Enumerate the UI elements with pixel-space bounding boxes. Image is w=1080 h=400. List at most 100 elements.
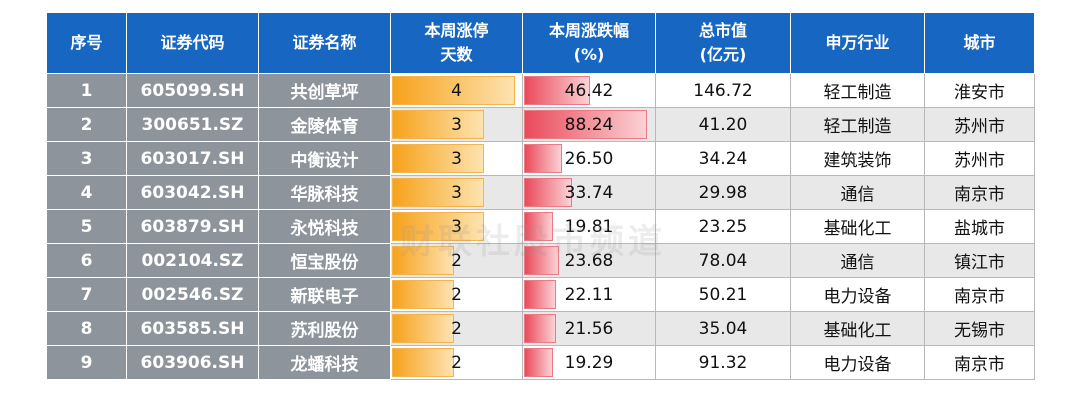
table-cell: 300651.SZ — [126, 107, 259, 142]
cell-text: 23.68 — [564, 250, 614, 271]
cell-text: 88.24 — [564, 114, 614, 135]
cell-text: 基础化工 — [823, 321, 892, 341]
table-cell: 南京市 — [924, 277, 1035, 312]
table-cell: 苏州市 — [924, 107, 1035, 142]
table-cell: 建筑装饰 — [790, 141, 925, 176]
cell-text: 7 — [80, 284, 93, 305]
data-bar — [524, 212, 554, 241]
watermark: 财联社股市频道 — [400, 222, 666, 262]
table-cell: 88.24 — [522, 107, 656, 142]
table-cell: 3 — [390, 209, 523, 244]
table-cell: 002546.SZ — [126, 277, 259, 312]
cell-text: 建筑装饰 — [823, 151, 892, 171]
cell-text: 3 — [451, 148, 462, 169]
table-row: 5 603879.SH 永悦科技 3 19.81 23.25 基础化工 盐城市 — [46, 209, 1035, 244]
cell-text: 2 — [80, 114, 93, 135]
data-bar — [524, 348, 553, 377]
table-cell: 78.04 — [655, 243, 791, 278]
table-row: 1 605099.SH 共创草坪 4 46.42 146.72 轻工制造 淮安市 — [46, 73, 1035, 108]
table-cell: 7 — [46, 277, 127, 312]
table-cell: 2 — [390, 243, 523, 278]
table-cell: 603017.SH — [126, 141, 259, 176]
table-cell: 轻工制造 — [790, 107, 925, 142]
table-cell: 34.24 — [655, 141, 791, 176]
data-bar — [524, 144, 563, 173]
table-cell: 新联电子 — [258, 277, 391, 312]
data-bar — [392, 314, 455, 343]
cell-text: 6 — [80, 250, 93, 271]
cell-text: 19.81 — [564, 216, 614, 237]
data-bar — [392, 144, 485, 173]
table-cell: 镇江市 — [924, 243, 1035, 278]
cell-text: 002104.SZ — [141, 250, 244, 271]
cell-text: 002546.SZ — [141, 284, 244, 305]
cell-text: 新联电子 — [290, 287, 359, 307]
table-cell: 基础化工 — [790, 311, 925, 346]
table-cell: 23.25 — [655, 209, 791, 244]
cell-text: 26.50 — [564, 148, 614, 169]
column-header: 证券代码 — [126, 12, 259, 74]
cell-text: 通信 — [840, 185, 875, 205]
table-row: 7 002546.SZ 新联电子 2 22.11 50.21 电力设备 南京市 — [46, 277, 1035, 312]
table-cell: 603042.SH — [126, 175, 259, 210]
cell-text: 轻工制造 — [823, 83, 892, 103]
table-cell: 2 — [390, 345, 523, 380]
data-bar — [392, 110, 485, 139]
table-cell: 南京市 — [924, 345, 1035, 380]
cell-text: 3 — [451, 216, 462, 237]
table-cell: 5 — [46, 209, 127, 244]
cell-text: 电力设备 — [823, 355, 892, 375]
table-cell: 基础化工 — [790, 209, 925, 244]
column-header: 城市 — [924, 12, 1035, 74]
table-cell: 603585.SH — [126, 311, 259, 346]
table-cell: 通信 — [790, 243, 925, 278]
cell-text: 23.25 — [698, 216, 748, 237]
table-cell: 33.74 — [522, 175, 656, 210]
cell-text: 8 — [80, 318, 93, 339]
cell-text: 苏州市 — [954, 151, 1005, 171]
table-cell: 21.56 — [522, 311, 656, 346]
column-header: 本周涨停 天数 — [390, 12, 523, 74]
cell-text: 金陵体育 — [290, 117, 359, 137]
table-cell: 3 — [390, 175, 523, 210]
cell-text: 南京市 — [954, 355, 1005, 375]
cell-text: 2 — [451, 284, 462, 305]
cell-text: 恒宝股份 — [290, 253, 359, 273]
data-bar — [524, 314, 556, 343]
cell-text: 603017.SH — [140, 148, 245, 169]
data-bar — [392, 178, 485, 207]
cell-text: 605099.SH — [140, 80, 245, 101]
cell-text: 29.98 — [698, 182, 748, 203]
table-cell: 恒宝股份 — [258, 243, 391, 278]
column-header: 序号 — [46, 12, 127, 74]
table-cell: 中衡设计 — [258, 141, 391, 176]
table-cell: 3 — [390, 141, 523, 176]
table-cell: 华脉科技 — [258, 175, 391, 210]
data-bar — [524, 76, 590, 105]
cell-text: 3 — [451, 114, 462, 135]
table-cell: 电力设备 — [790, 345, 925, 380]
table-cell: 146.72 — [655, 73, 791, 108]
table-cell: 无锡市 — [924, 311, 1035, 346]
cell-text: 南京市 — [954, 185, 1005, 205]
table-cell: 41.20 — [655, 107, 791, 142]
cell-text: 22.11 — [564, 284, 614, 305]
cell-text: 4 — [451, 80, 462, 101]
table-cell: 4 — [46, 175, 127, 210]
cell-text: 21.56 — [564, 318, 614, 339]
data-bar — [392, 280, 455, 309]
cell-text: 2 — [451, 250, 462, 271]
cell-text: 41.20 — [698, 114, 748, 135]
table-cell: 19.81 — [522, 209, 656, 244]
table-cell: 4 — [390, 73, 523, 108]
table-cell: 永悦科技 — [258, 209, 391, 244]
cell-text: 603042.SH — [140, 182, 245, 203]
cell-text: 3 — [451, 182, 462, 203]
table-cell: 8 — [46, 311, 127, 346]
table-cell: 淮安市 — [924, 73, 1035, 108]
table-cell: 50.21 — [655, 277, 791, 312]
cell-text: 300651.SZ — [141, 114, 244, 135]
data-bar — [392, 212, 485, 241]
table-cell: 轻工制造 — [790, 73, 925, 108]
table-cell: 2 — [46, 107, 127, 142]
